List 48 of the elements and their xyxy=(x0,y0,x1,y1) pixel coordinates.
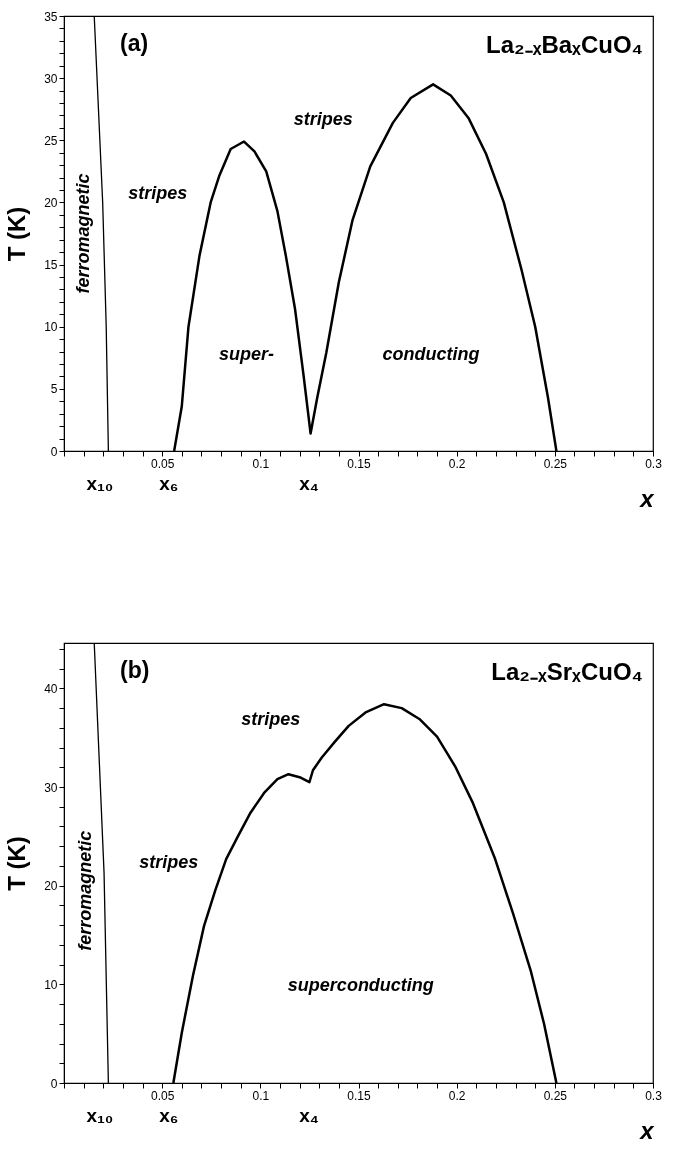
text: La₂₋ₓBaₓCuO₄ xyxy=(485,31,643,58)
y-tick-label: 25 xyxy=(44,133,58,148)
y-axis-title: T (K) xyxy=(3,836,31,891)
annotation: ferromagnetic xyxy=(74,830,95,951)
y-tick-label: 15 xyxy=(44,258,58,273)
y-tick-label: 10 xyxy=(44,320,58,335)
text: x₄ xyxy=(299,473,319,494)
text: x₆ xyxy=(159,473,179,494)
y-tick-label: 35 xyxy=(44,9,58,24)
x-tick-label: 0.1 xyxy=(252,456,270,471)
text: x₆ xyxy=(159,1105,179,1126)
y-tick-label: 0 xyxy=(50,1076,58,1091)
text: (b) xyxy=(120,657,150,683)
text: x₁₀ xyxy=(86,1105,114,1126)
x-tick-label: 0.15 xyxy=(347,456,371,471)
annotation: superconducting xyxy=(287,975,434,996)
y-tick-label: 10 xyxy=(44,977,58,992)
x-tick-label: 0.3 xyxy=(645,456,663,471)
annotation: ferromagnetic xyxy=(73,173,94,294)
y-tick-label: 40 xyxy=(44,681,58,696)
annotation: stripes xyxy=(139,852,199,872)
y-tick-label: 20 xyxy=(44,879,58,894)
x-tick-label: 0.2 xyxy=(448,456,466,471)
x-tick-label: 0.25 xyxy=(543,456,568,471)
x-tick-label: 0.05 xyxy=(150,456,175,471)
text: La₂₋ₓSrₓCuO₄ xyxy=(491,658,643,685)
x-tick-label: 0.2 xyxy=(448,1088,466,1103)
y-axis-title: T (K) xyxy=(3,206,31,262)
x-axis-title: x xyxy=(638,484,656,512)
annotation: super- xyxy=(219,344,275,365)
annotation: stripes xyxy=(293,109,353,130)
annotation: stripes xyxy=(241,709,301,729)
annotation: stripes xyxy=(128,183,188,204)
x-tick-label: 0.25 xyxy=(543,1088,568,1103)
x-tick-label: 0.15 xyxy=(347,1088,371,1103)
y-tick-label: 5 xyxy=(50,382,58,397)
text: x₁₀ xyxy=(86,473,114,494)
y-tick-label: 30 xyxy=(44,71,58,86)
x-axis-title: x xyxy=(638,1116,656,1144)
x-tick-label: 0.3 xyxy=(645,1088,663,1103)
x-tick-label: 0.1 xyxy=(252,1088,270,1103)
text: x₄ xyxy=(299,1105,319,1126)
x-tick-label: 0.05 xyxy=(150,1088,175,1103)
y-tick-label: 30 xyxy=(44,780,58,795)
y-tick-label: 20 xyxy=(44,195,58,210)
annotation: conducting xyxy=(382,344,480,365)
text: (a) xyxy=(120,30,149,56)
y-tick-label: 0 xyxy=(50,444,58,459)
